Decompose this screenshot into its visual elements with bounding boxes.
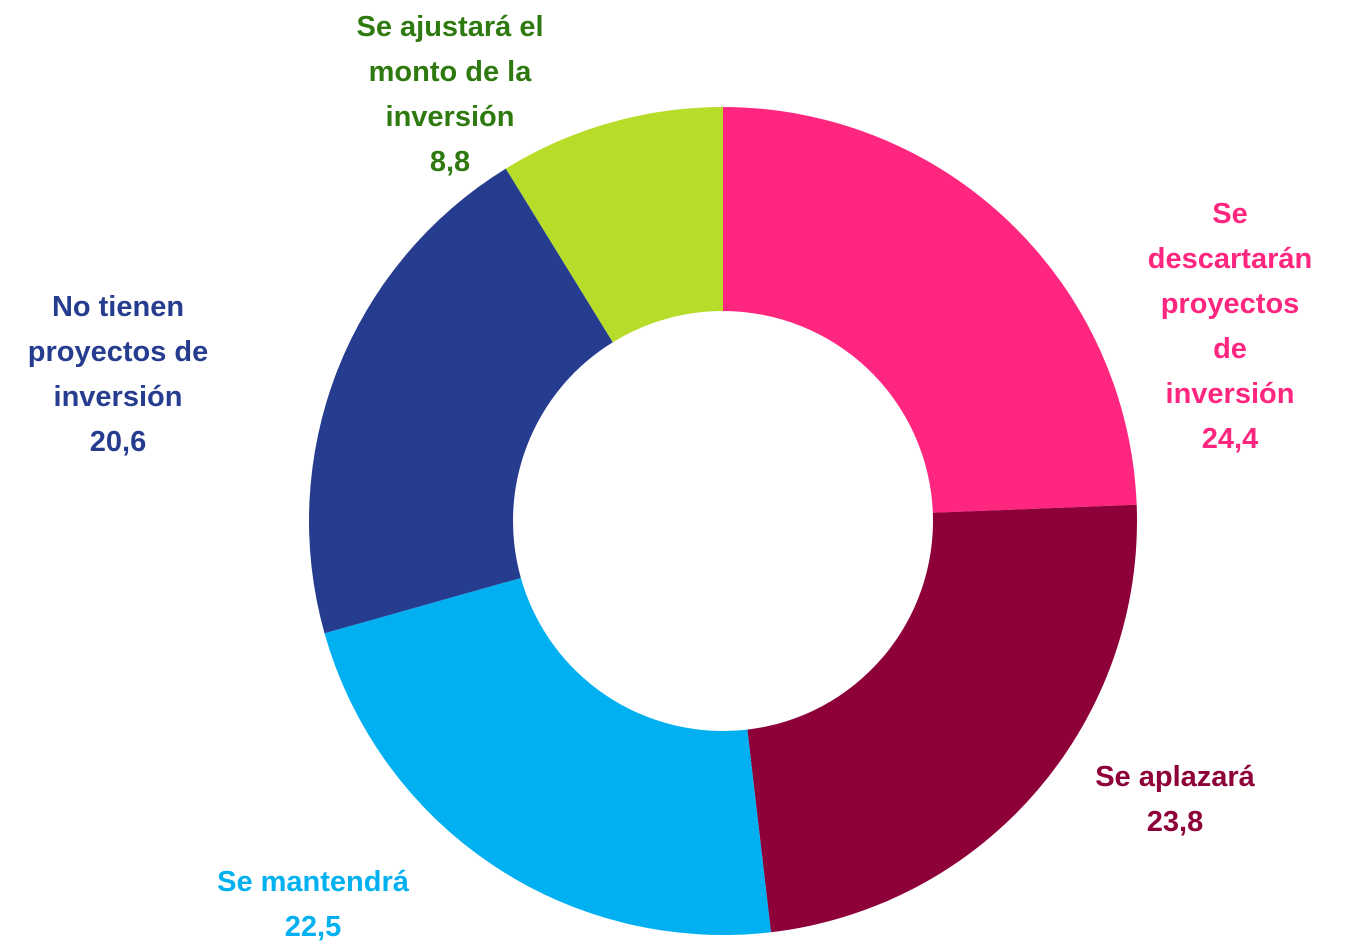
slice-label: Se mantendrá 22,5: [217, 860, 409, 950]
value-label: 8,8: [429, 146, 471, 178]
donut-slice: [505, 107, 723, 343]
category-label: Se ajustará el monto de la inversión: [356, 11, 544, 133]
value-label: 22,5: [284, 911, 342, 943]
category-label: Se mantendrá: [217, 866, 409, 898]
category-label: Se descartarán proyectos de inversión: [1147, 198, 1313, 410]
slice-label: No tienen proyectos de inversión 20,6: [28, 285, 209, 465]
donut-slice: [723, 107, 1137, 513]
slice-label: Se aplazará 23,8: [1095, 755, 1255, 845]
category-label: Se aplazará: [1095, 761, 1255, 793]
category-label: No tienen proyectos de inversión: [27, 291, 209, 413]
value-label: 23,8: [1146, 806, 1204, 838]
donut-slice: [308, 168, 613, 634]
donut-slice: [324, 577, 771, 935]
donut-slice: [747, 504, 1137, 933]
slice-label: Se ajustará el monto de la inversión 8,8: [357, 5, 544, 185]
value-label: 24,4: [1201, 423, 1259, 455]
value-label: 20,6: [89, 426, 147, 458]
slice-label: Se descartarán proyectos de inversión 24,…: [1148, 192, 1312, 462]
